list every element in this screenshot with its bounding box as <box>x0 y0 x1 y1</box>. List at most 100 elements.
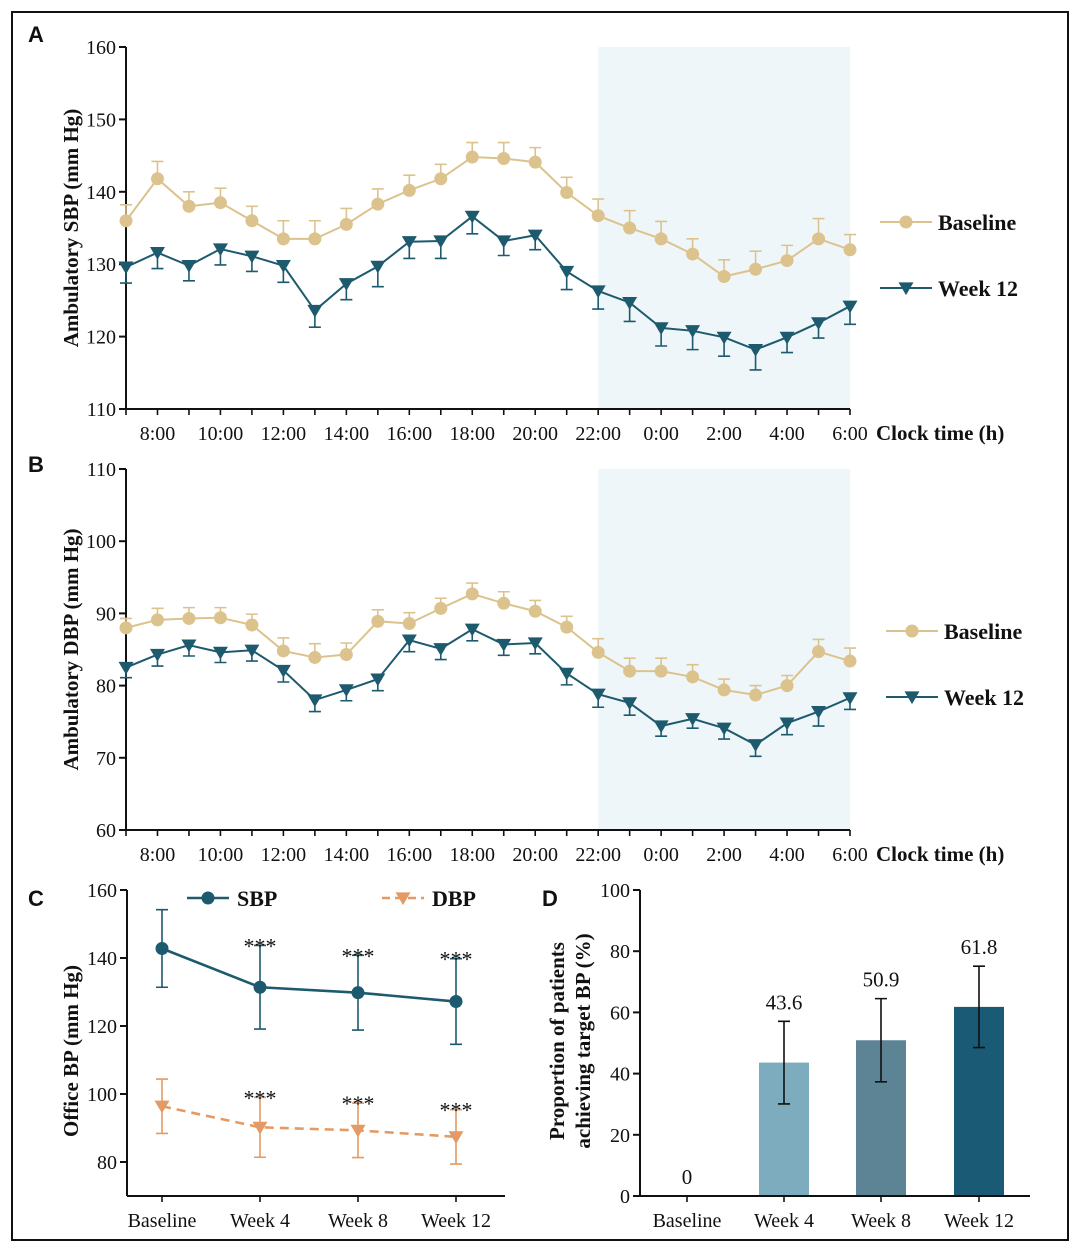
data-point-week12 <box>275 664 291 678</box>
y-tick-label: 100 <box>600 880 630 902</box>
x-tick-label: Week 4 <box>754 1210 814 1232</box>
x-tick-label: Week 12 <box>944 1210 1014 1232</box>
data-point-week12 <box>559 667 575 681</box>
data-point-week12 <box>748 739 764 752</box>
data-point-week12 <box>590 285 606 299</box>
data-point-sbp <box>351 986 365 1000</box>
legend-marker-week12 <box>904 691 920 705</box>
x-tick-label: 8:00 <box>140 423 176 445</box>
x-tick-label: 10:00 <box>198 844 244 866</box>
y-tick-label: 90 <box>96 603 116 625</box>
data-point-baseline <box>402 183 416 197</box>
x-tick-label: 12:00 <box>261 844 307 866</box>
y-tick-label: 80 <box>610 941 630 963</box>
y-tick-label: 140 <box>86 182 116 204</box>
data-point-baseline <box>560 620 574 634</box>
x-tick-label: 12:00 <box>261 423 307 445</box>
x-tick-label: 10:00 <box>198 423 244 445</box>
panel-letter-c: C <box>28 886 44 911</box>
data-point-week12 <box>433 643 449 656</box>
data-point-sbp <box>253 980 267 994</box>
y-axis-title-line-1: Proportion of patients <box>545 942 569 1140</box>
data-point-baseline <box>686 247 700 261</box>
x-tick-label: 2:00 <box>706 844 742 866</box>
data-point-week12 <box>118 661 134 675</box>
data-point-baseline <box>560 186 574 200</box>
data-point-dbp <box>350 1124 366 1138</box>
x-tick-label: 8:00 <box>140 844 176 866</box>
panel-d-target-bp-chart: 0 43.6 50.9 61.8 0 20 40 60 80 100 Baseline Week 4 W… <box>545 880 1030 1232</box>
error-bar-sbp <box>450 957 462 1046</box>
legend-label-dbp: DBP <box>432 886 476 911</box>
y-tick-label: 0 <box>620 1186 630 1208</box>
data-point-week12 <box>338 684 354 698</box>
panel-a-sbp-chart: 110 120 130 140 150 160 8:00 10:00 12:00 14:00 16:… <box>59 37 1018 445</box>
data-point-baseline <box>276 232 290 246</box>
legend-label-week12: Week 12 <box>944 685 1024 710</box>
x-tick-label: 18:00 <box>449 423 495 445</box>
data-point-week12 <box>244 250 260 264</box>
panel-letter-d: D <box>542 886 558 911</box>
error-bar-dbp <box>156 1078 168 1135</box>
legend-marker-sbp <box>201 891 215 905</box>
data-point-week12 <box>590 688 606 702</box>
data-point-week12 <box>149 246 165 260</box>
data-point-dbp <box>252 1121 268 1135</box>
data-point-week12 <box>149 648 165 662</box>
data-point-week12 <box>685 713 701 726</box>
y-tick-label: 20 <box>610 1125 630 1147</box>
data-point-week12 <box>811 705 827 719</box>
data-point-week12 <box>716 722 732 736</box>
data-point-week12 <box>464 210 480 224</box>
error-bar <box>778 1020 790 1105</box>
y-tick-label: 100 <box>87 1084 117 1106</box>
y-tick-label: 120 <box>87 1016 117 1038</box>
data-point-week12 <box>748 344 764 357</box>
significance-dbp: *** <box>244 1085 277 1110</box>
data-point-sbp <box>155 941 169 955</box>
data-point-week12 <box>685 325 701 338</box>
x-axis-title: Clock time (h) <box>876 421 1004 445</box>
series-line-dbp <box>161 1104 457 1139</box>
data-point-baseline <box>780 679 794 693</box>
y-tick-label: 70 <box>96 748 116 770</box>
y-tick-label: 130 <box>86 254 116 276</box>
data-point-baseline <box>623 221 637 235</box>
y-tick-label: 120 <box>86 327 116 349</box>
data-point-week12 <box>779 717 795 731</box>
data-point-baseline <box>150 613 164 627</box>
data-point-week12 <box>212 243 228 257</box>
y-axis-title: Office BP (mm Hg) <box>59 965 83 1137</box>
x-tick-label: 22:00 <box>575 844 621 866</box>
significance-sbp: *** <box>342 943 375 968</box>
legend-marker-baseline <box>905 624 919 638</box>
legend-marker-week12 <box>898 282 914 296</box>
data-point-baseline <box>339 217 353 231</box>
data-point-week12 <box>527 637 543 651</box>
data-point-baseline <box>213 611 227 625</box>
data-point-baseline <box>528 604 542 618</box>
significance-sbp: *** <box>440 947 473 972</box>
panel-letter-b: B <box>28 452 44 477</box>
data-point-baseline <box>749 262 763 276</box>
data-point-week12 <box>653 322 669 336</box>
data-point-baseline <box>339 648 353 662</box>
x-tick-label: 14:00 <box>324 844 370 866</box>
series-line-week12 <box>125 215 851 351</box>
legend-label-baseline: Baseline <box>944 619 1022 644</box>
error-bar-sbp <box>254 944 266 1030</box>
data-point-baseline <box>497 151 511 165</box>
error-bar-sbp <box>156 908 168 989</box>
y-tick-label: 140 <box>87 948 117 970</box>
data-point-week12 <box>653 720 669 734</box>
x-tick-label: 16:00 <box>387 423 433 445</box>
data-point-baseline <box>686 670 700 684</box>
bar-value-label: 50.9 <box>863 968 900 992</box>
x-tick-label: Week 8 <box>851 1210 911 1232</box>
data-point-baseline <box>591 645 605 659</box>
y-tick-label: 110 <box>87 399 116 421</box>
x-tick-label: 6:00 <box>832 423 868 445</box>
data-point-week12 <box>307 304 323 318</box>
x-tick-label: 22:00 <box>575 423 621 445</box>
x-tick-label: 2:00 <box>706 423 742 445</box>
